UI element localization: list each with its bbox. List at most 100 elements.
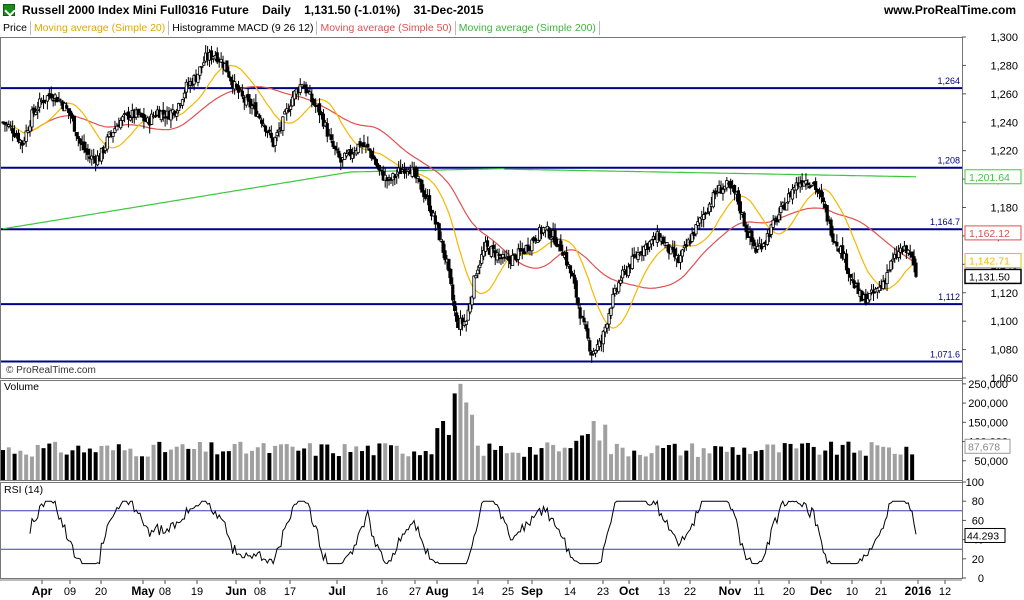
candle-body [626, 266, 630, 277]
candle-body [597, 340, 602, 348]
value-label-price: 1,131.50 [969, 271, 1010, 283]
volume-bar [574, 440, 579, 480]
price-tick-label: 1,280 [990, 60, 1018, 72]
candle-body [530, 239, 534, 252]
price-tick-label: 1,260 [990, 89, 1018, 101]
volume-bar [388, 445, 393, 480]
instrument-name: Russell 2000 Index Mini Full0316 Future [22, 3, 249, 17]
candle-body [632, 254, 636, 257]
volume-bar [690, 443, 695, 480]
x-tick-label: 23 [597, 586, 609, 598]
x-tick-label: Jun [225, 584, 246, 598]
candle-body [665, 242, 669, 246]
x-tick-label: Jul [328, 584, 345, 598]
volume-bar [215, 454, 220, 480]
volume-bar [869, 442, 874, 480]
candle-body [298, 84, 302, 93]
candle-body [317, 103, 322, 116]
candle-body [68, 110, 73, 117]
volume-bar [886, 447, 891, 480]
candle-body [32, 107, 36, 114]
volume-bar [99, 445, 104, 480]
candle-body [9, 125, 13, 128]
volume-bar [695, 456, 700, 480]
candle-body [92, 155, 96, 159]
candle-body [238, 89, 243, 92]
volume-tick-label: 200,000 [968, 398, 1008, 410]
legend-ma200[interactable]: Moving average (Simple 200) [455, 21, 600, 35]
rsi-title-bg [1, 483, 61, 495]
candle-body [362, 142, 366, 148]
volume-bar [12, 453, 17, 480]
candle-body [53, 94, 57, 99]
legend-ma50[interactable]: Moving average (Simple 50) [317, 21, 456, 35]
candle-body [82, 141, 86, 151]
chart-title: Russell 2000 Index Mini Full0316 Future … [22, 3, 494, 17]
candle-body [897, 251, 901, 258]
volume-bar [116, 444, 121, 480]
candle-body [28, 125, 32, 132]
candle-body [779, 205, 783, 214]
candle-body [86, 148, 90, 155]
candle-body [831, 233, 835, 242]
volume-bar [800, 443, 805, 480]
candle-body [136, 109, 140, 115]
candle-body [265, 130, 270, 134]
volume-bar [244, 453, 249, 480]
site-url[interactable]: www.ProRealTime.com [883, 3, 1016, 17]
candle-body [584, 324, 588, 330]
volume-bar [881, 446, 886, 480]
volume-bar [643, 456, 648, 480]
candle-body [182, 92, 187, 99]
candle-body [844, 253, 849, 271]
volume-bar [533, 454, 538, 480]
volume-bar [730, 447, 735, 480]
candle-body [22, 140, 26, 144]
candle-body [202, 62, 206, 66]
candle-body [395, 173, 399, 177]
candle-body [261, 123, 266, 127]
level-label: 1,264 [937, 76, 960, 86]
candle-body [904, 245, 908, 253]
volume-bar [192, 448, 197, 480]
price-tick-label: 1,240 [990, 117, 1018, 129]
legend-ma20[interactable]: Moving average (Simple 20) [30, 21, 170, 35]
volume-bar [684, 450, 689, 480]
candle-body [254, 102, 258, 117]
volume-bar [649, 453, 654, 480]
volume-tick-label: 250,000 [968, 379, 1008, 391]
volume-bar [834, 454, 839, 480]
volume-bar [504, 453, 509, 480]
candle-body [611, 293, 615, 308]
candle-body [621, 269, 625, 279]
volume-bar [475, 445, 480, 480]
candle-body [358, 141, 362, 147]
candle-body [636, 252, 640, 260]
legend-price[interactable]: Price [0, 21, 31, 35]
candle-body [121, 116, 125, 121]
volume-bar [331, 453, 336, 480]
price-panel [0, 37, 963, 379]
volume-bar [446, 434, 451, 480]
candle-body [617, 282, 621, 293]
volume-bar [823, 450, 828, 480]
candle-body [742, 212, 746, 227]
price-tick-label: 1,180 [990, 203, 1018, 215]
legend-macd[interactable]: Histogramme MACD (9 26 12) [169, 21, 318, 35]
candle-body [335, 148, 339, 151]
candle-body [331, 140, 335, 147]
volume-bar [591, 421, 596, 480]
candle-body [422, 190, 426, 198]
candle-body [325, 123, 329, 137]
volume-bar [226, 451, 231, 480]
volume-bar [910, 454, 915, 480]
volume-tick-label: 50,000 [974, 456, 1008, 468]
candle-body [885, 272, 889, 285]
candle-body [559, 240, 563, 252]
candle-body [810, 184, 814, 187]
volume-bar [805, 442, 810, 480]
volume-bar [753, 451, 758, 480]
volume-bar [724, 451, 729, 480]
candle-body [161, 109, 165, 115]
